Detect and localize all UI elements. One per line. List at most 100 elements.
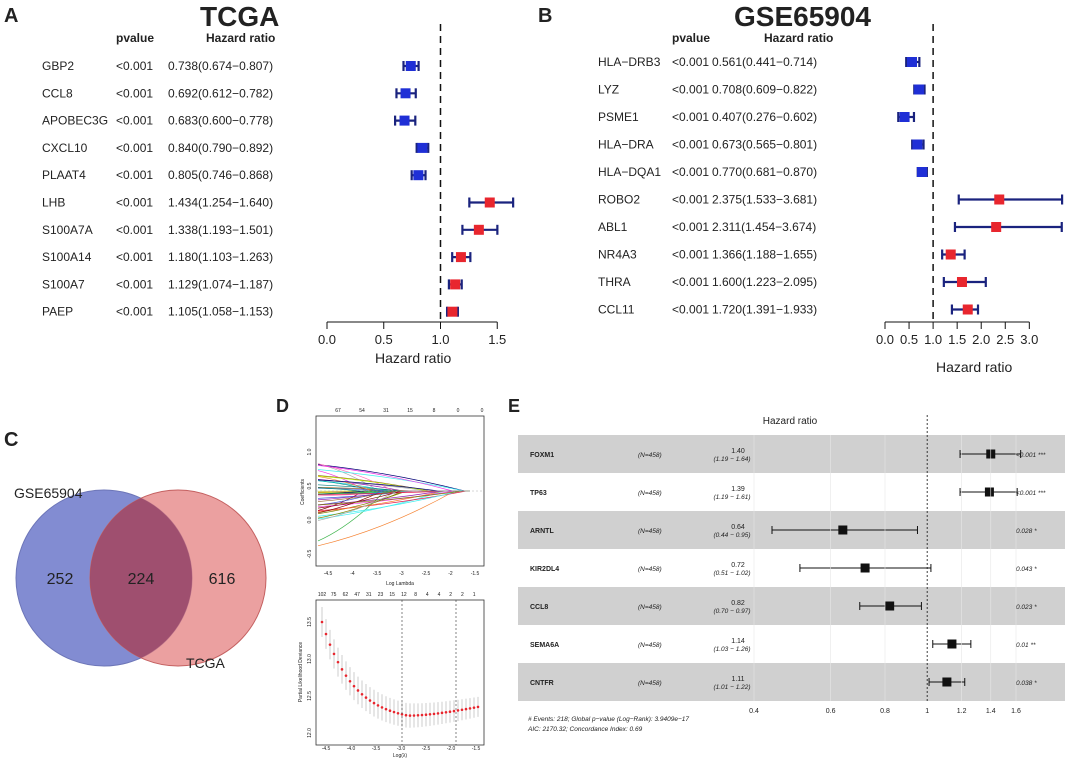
- forest-mark: [941, 249, 966, 260]
- deviance-point: [384, 707, 388, 711]
- pvalue-cell: <0.001: [672, 248, 709, 262]
- deviance-point: [412, 714, 416, 717]
- panel-a: A TCGA pvalue Hazard ratio GBP2 <0.001 0.7…: [4, 1, 515, 366]
- ci-value: (1.03 − 1.26): [713, 646, 750, 653]
- forest-mark: [950, 304, 980, 315]
- top-axis-tick: 47: [354, 592, 360, 598]
- forest-mark: [911, 139, 925, 150]
- panel-e-multivariate-forest: E Hazard ratio FOXM1 (N=458)1.40(1.19 − 1…: [508, 396, 1065, 733]
- top-axis-tick: 8: [433, 408, 436, 414]
- x-tick-label: -3.0: [397, 746, 406, 752]
- forest-x-axis: 0.0 0.5 1.0 1.5 2.0 2.5 3.0: [876, 321, 1038, 347]
- coefficient-path: [317, 464, 470, 492]
- x-tick-label: 1.6: [1011, 708, 1021, 715]
- forest-mark: [932, 639, 972, 649]
- deviance-point: [420, 713, 424, 717]
- coefficient-path: [317, 490, 470, 512]
- deviance-point: [416, 713, 420, 717]
- deviance-point: [348, 679, 352, 683]
- x-tick-label: 1.2: [957, 708, 967, 715]
- panel-d-lasso: D Coefficients Log Lambda 67 54 31 15 8 0 0 -4.…: [276, 396, 485, 759]
- y-tick-label: 13.5: [307, 617, 313, 627]
- top-axis-tick: 102: [318, 592, 327, 598]
- n-label: (N=458): [638, 528, 662, 535]
- top-axis-tick: 0: [457, 408, 460, 414]
- gene-label: ROBO2: [598, 193, 640, 207]
- x-tick-label: 1.0: [924, 332, 942, 347]
- gene-label: CCL8: [42, 86, 73, 100]
- deviance-point: [364, 696, 368, 699]
- deviance-point: [396, 711, 400, 715]
- panel-b-pvalue-header: pvalue: [672, 31, 710, 45]
- forest-mark: [415, 142, 430, 153]
- top-axis-tick: 4: [438, 592, 441, 598]
- deviance-point: [472, 706, 476, 709]
- deviance-point: [388, 709, 392, 712]
- forest-mark: [445, 306, 459, 317]
- ci-value: (0.44 − 0.95): [713, 532, 750, 539]
- gene-label: CXCL10: [42, 141, 88, 155]
- top-axis-tick: 62: [343, 592, 349, 598]
- deviance-point: [332, 652, 336, 656]
- deviance-point: [448, 710, 452, 713]
- coefficient-path: [317, 490, 470, 521]
- deviance-point: [444, 710, 448, 714]
- table-row-shade: [518, 587, 1065, 625]
- x-tick-label: -4.5: [322, 746, 331, 752]
- gene-label: FOXM1: [530, 452, 554, 459]
- gene-label: TP63: [530, 490, 547, 497]
- x-tick-label: -4.0: [347, 746, 356, 752]
- forest-mark: [461, 224, 499, 235]
- x-tick-label: 0.0: [876, 332, 894, 347]
- y-tick-label: 13.0: [307, 654, 313, 664]
- pvalue-cell: <0.001 ***: [1016, 490, 1046, 497]
- pvalue-cell: <0.001: [116, 114, 153, 128]
- forest-mark: [394, 115, 417, 126]
- pvalue-cell: <0.001: [672, 303, 709, 317]
- forest-mark: [916, 167, 928, 177]
- deviance-point: [432, 712, 436, 716]
- ci-value: (1.19 − 1.64): [713, 456, 750, 463]
- deviance-point: [344, 674, 348, 677]
- x-tick-label: 2.5: [996, 332, 1014, 347]
- hazard-ratio-cell: 0.683(0.600−0.778): [168, 114, 273, 128]
- x-tick-label: 0.4: [749, 708, 759, 715]
- deviance-point: [380, 706, 384, 709]
- panel-e-title: Hazard ratio: [763, 416, 818, 427]
- deviance-point: [400, 713, 404, 716]
- hazard-ratio-cell: 1.720(1.391−1.933): [712, 303, 817, 317]
- venn-overlap-count: 224: [128, 571, 155, 588]
- pvalue-cell: <0.001 ***: [1016, 452, 1046, 459]
- hazard-ratio-cell: 0.738(0.674−0.807): [168, 59, 273, 73]
- deviance-point: [440, 711, 444, 715]
- forest-mark: [799, 563, 932, 573]
- forest-mark: [468, 197, 515, 208]
- n-label: (N=458): [638, 452, 662, 459]
- deviance-point: [352, 684, 356, 688]
- venn-left-count: 252: [47, 571, 74, 588]
- pvalue-cell: 0.038 *: [1016, 680, 1037, 687]
- forest-mark: [402, 61, 420, 71]
- pvalue-cell: <0.001: [116, 141, 153, 155]
- x-tick-label: -3.5: [373, 571, 382, 577]
- coefficient-path: [317, 475, 470, 492]
- venn-overlap: [90, 498, 192, 658]
- x-tick-label: 0.8: [880, 708, 890, 715]
- table-row-shade: [518, 663, 1065, 701]
- x-tick-label: -4: [350, 571, 355, 577]
- deviance-point: [320, 620, 324, 624]
- pvalue-cell: <0.001: [116, 250, 153, 264]
- venn-left-label: GSE65904: [14, 485, 83, 501]
- panel-b-hr-header: Hazard ratio: [764, 31, 833, 45]
- lasso-deviance-plot: Partial Likelihood Deviance Log(λ) 102 75…: [298, 592, 485, 759]
- pvalue-cell: <0.001: [672, 165, 709, 179]
- gene-label: PSME1: [598, 110, 639, 124]
- x-tick-label: 0.5: [900, 332, 918, 347]
- forest-mark: [913, 84, 926, 95]
- pvalue-cell: <0.001: [116, 196, 153, 210]
- pvalue-cell: <0.001: [672, 110, 709, 124]
- x-tick-label: 1.4: [986, 708, 996, 715]
- ci-value: (1.01 − 1.22): [713, 684, 750, 691]
- coefficient-path: [317, 490, 470, 506]
